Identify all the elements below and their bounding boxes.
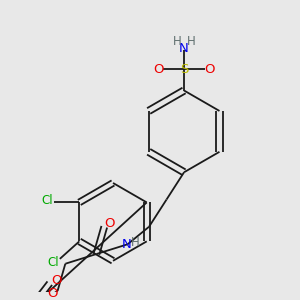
Text: H: H [172,35,181,48]
Text: O: O [104,217,115,230]
Text: N: N [121,238,131,251]
Text: Cl: Cl [41,194,52,208]
Text: Cl: Cl [48,256,59,269]
Text: O: O [47,287,58,300]
Text: O: O [204,63,214,76]
Text: N: N [179,42,189,55]
Text: H: H [131,236,140,249]
Text: H: H [187,35,196,48]
Text: O: O [51,274,62,287]
Text: O: O [154,63,164,76]
Text: S: S [180,63,188,76]
